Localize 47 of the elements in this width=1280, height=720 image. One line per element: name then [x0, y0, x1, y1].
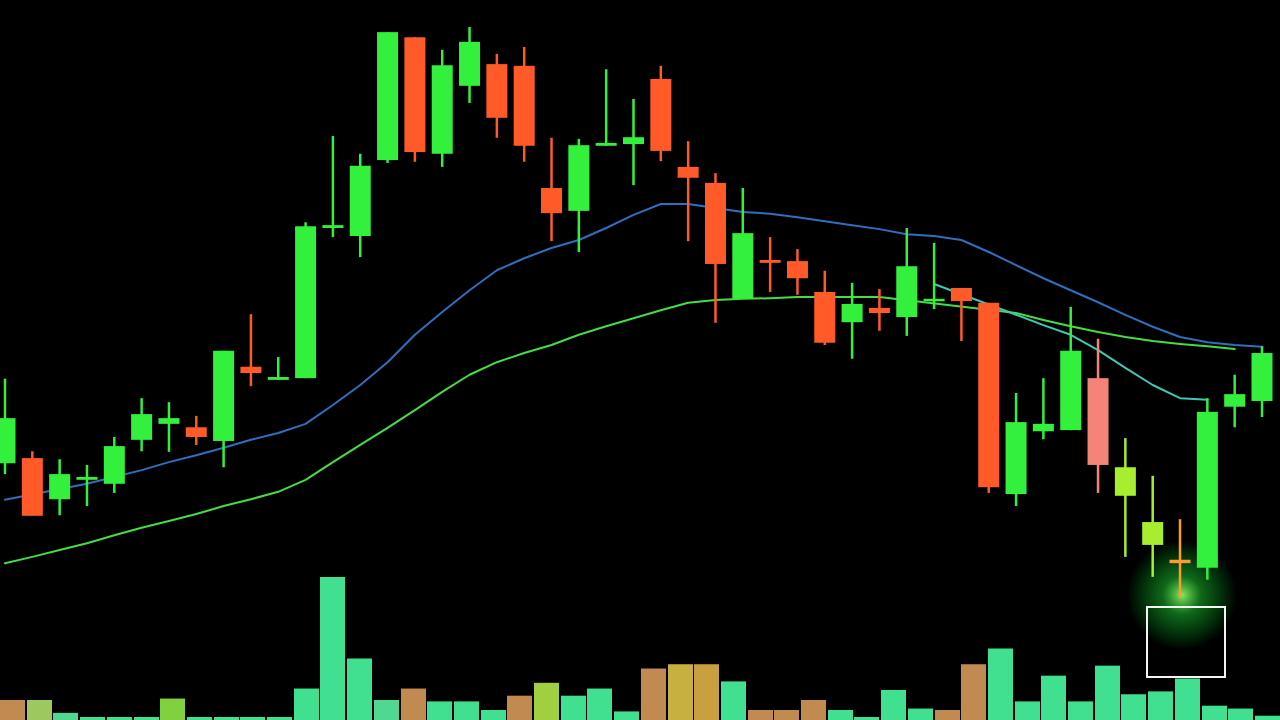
candlestick — [240, 312, 262, 388]
candlestick — [623, 97, 644, 187]
candlestick — [267, 355, 289, 382]
bar — [614, 711, 639, 720]
bar — [374, 699, 399, 720]
bar — [27, 699, 52, 720]
candlestick — [677, 139, 699, 243]
bar — [107, 717, 132, 720]
bar — [507, 695, 532, 720]
bar — [988, 648, 1013, 720]
bar — [1148, 691, 1173, 720]
bar — [534, 682, 559, 720]
bar — [1175, 678, 1200, 720]
bar — [1068, 701, 1093, 720]
bar — [53, 712, 78, 720]
candlestick — [1142, 474, 1164, 579]
bar — [0, 699, 25, 720]
candlestick — [76, 463, 98, 508]
bar — [694, 664, 719, 720]
candlestick — [595, 68, 617, 148]
bar — [187, 717, 212, 720]
candlestick — [786, 247, 808, 297]
candlestick — [1224, 373, 1246, 429]
bar — [801, 699, 826, 720]
bar — [641, 668, 666, 720]
bar — [1255, 715, 1280, 720]
bar — [908, 708, 933, 720]
candlestick — [158, 400, 180, 454]
bar — [160, 698, 185, 720]
bar — [721, 681, 746, 720]
candlestick — [322, 134, 344, 239]
bar — [668, 664, 693, 720]
bar — [267, 717, 292, 720]
candlestick — [1032, 376, 1054, 441]
candlestick — [841, 281, 863, 360]
candlestick — [185, 414, 207, 447]
bar — [481, 709, 506, 720]
bar — [427, 701, 452, 720]
bar — [881, 689, 906, 720]
bar — [80, 717, 105, 720]
bar — [347, 658, 372, 720]
candlestick — [950, 286, 972, 343]
bar — [134, 717, 159, 720]
candlestick — [759, 235, 781, 294]
bar — [454, 701, 479, 720]
bar — [401, 688, 426, 720]
candlestick — [868, 287, 890, 333]
